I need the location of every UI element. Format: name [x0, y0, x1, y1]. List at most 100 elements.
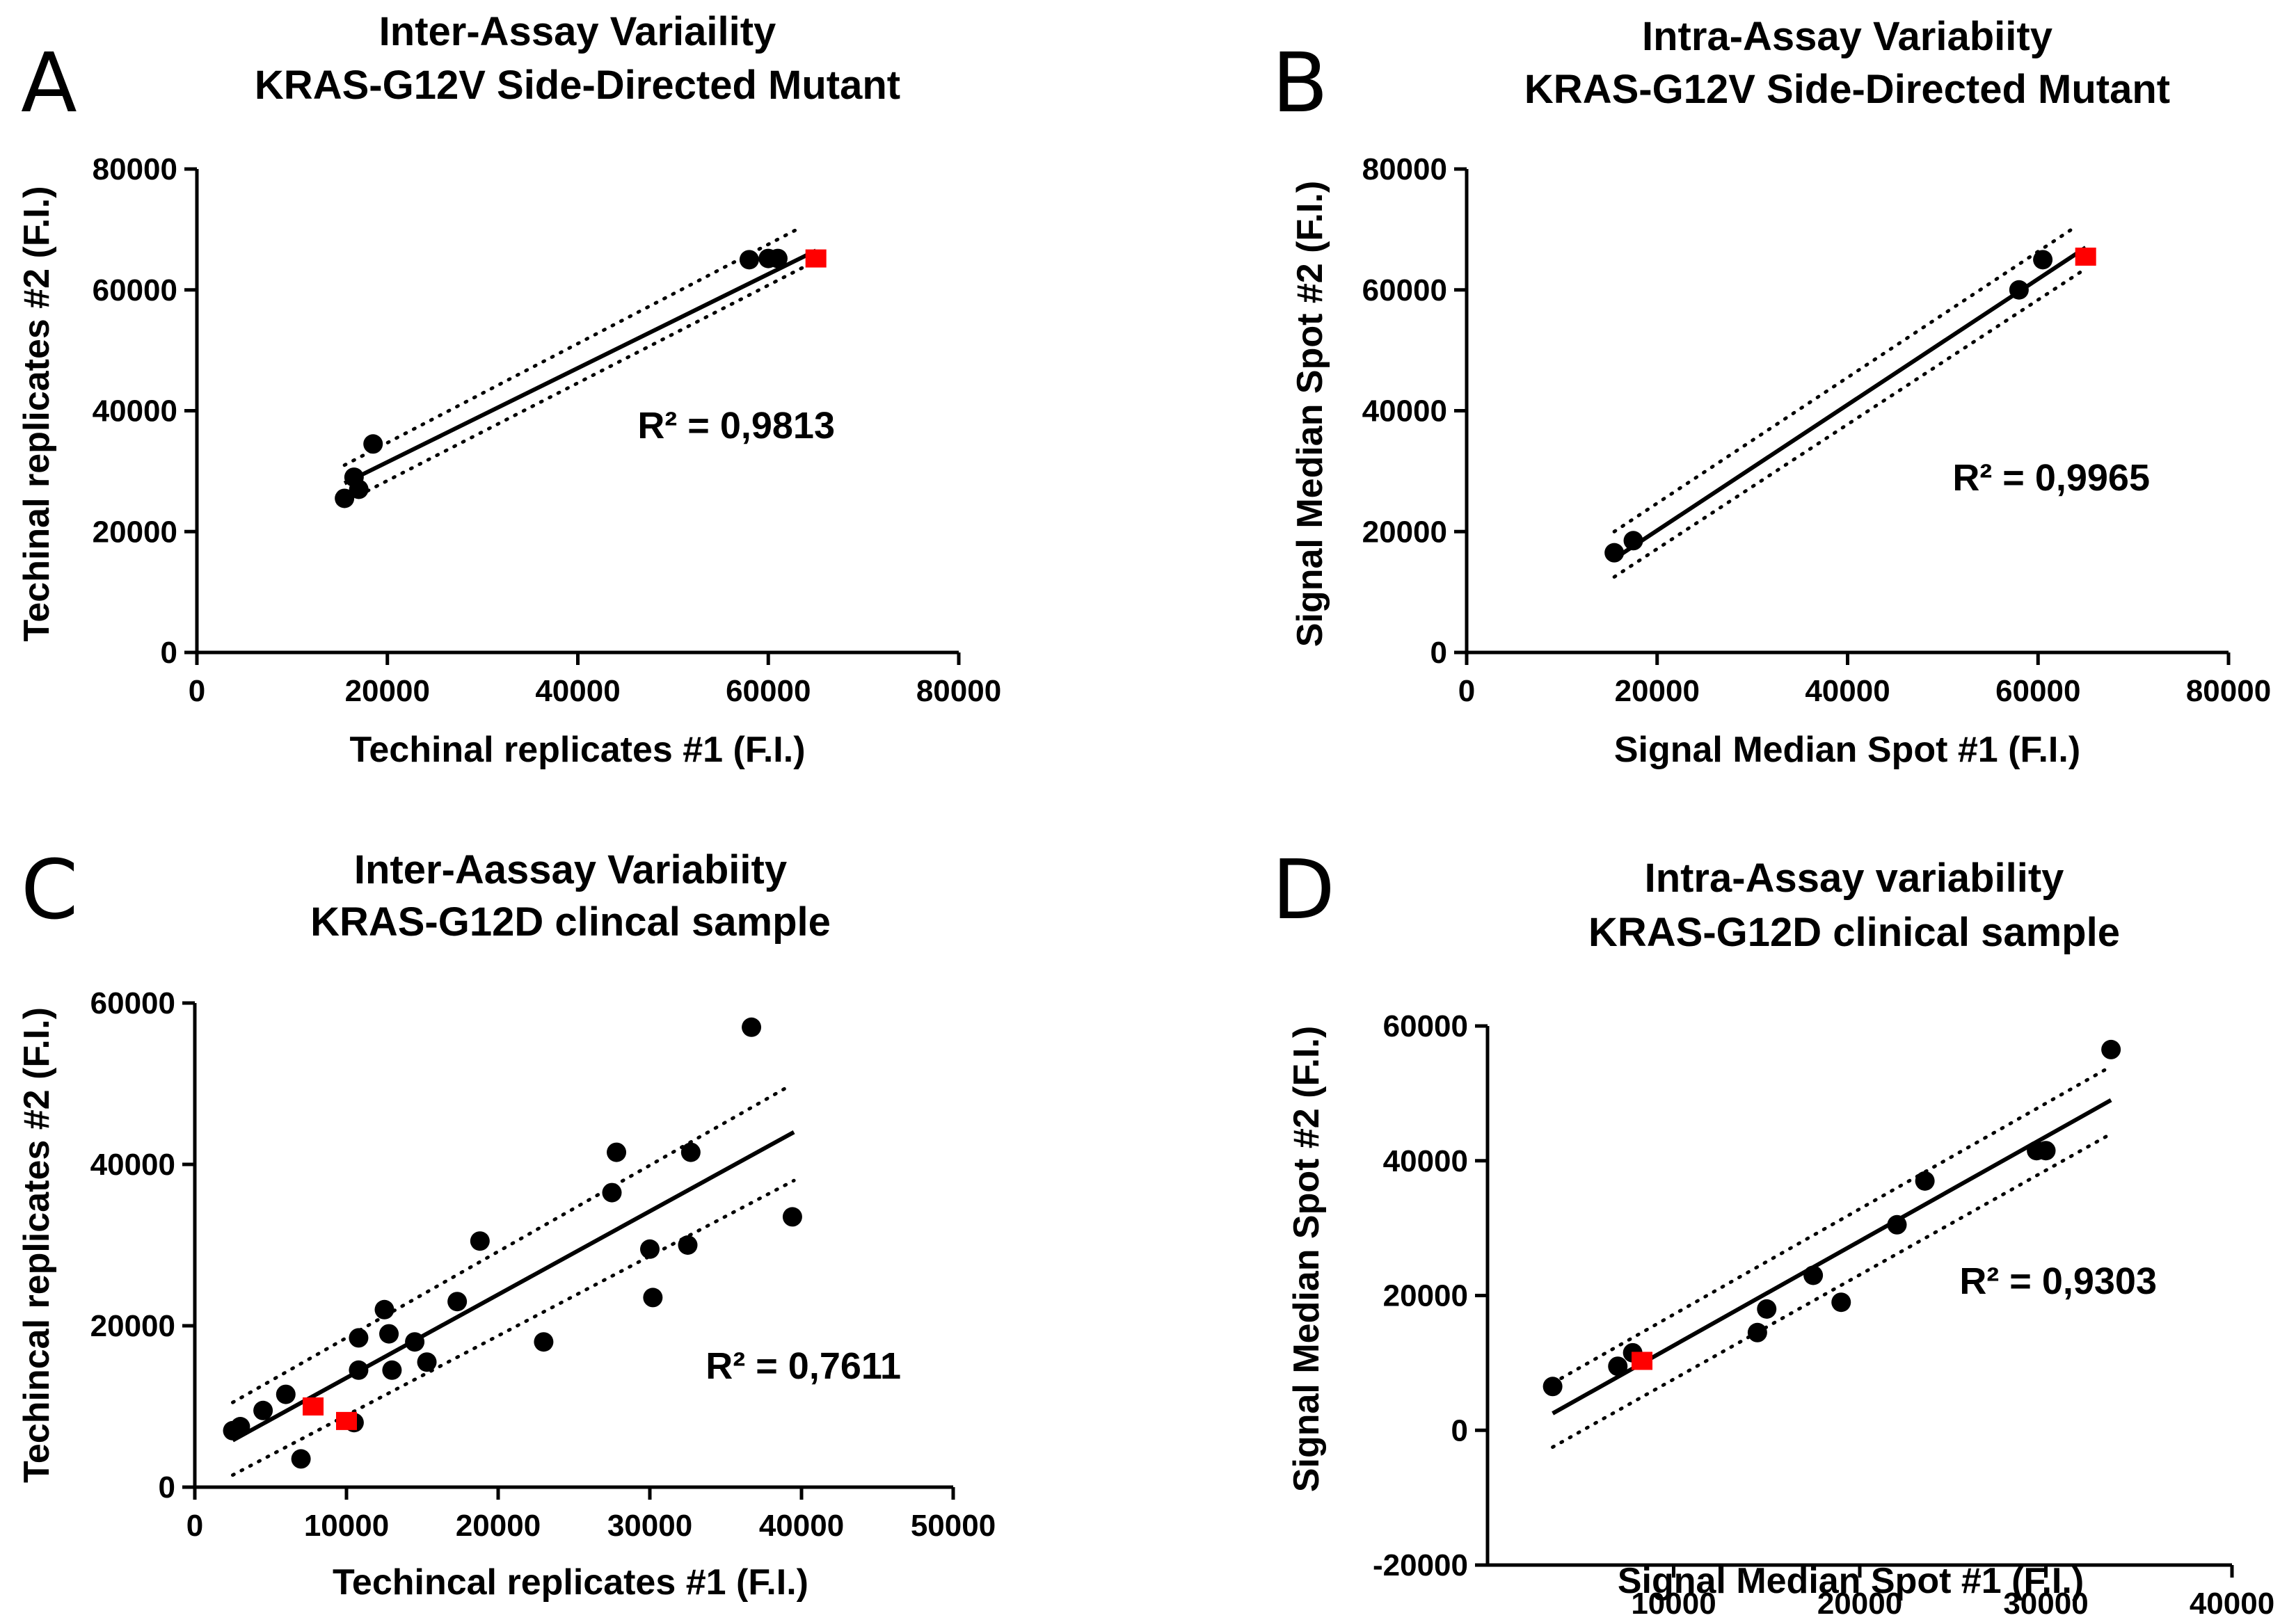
panel-d-title-line1: Intra-Assay variability — [1645, 856, 2064, 901]
panel-d-ci-lower-line — [1551, 1132, 2113, 1449]
panel-c-x-tick-label: 30000 — [607, 1509, 692, 1543]
panel-d-y-tick-label: 0 — [1451, 1413, 1468, 1447]
panel-d-data-point — [1803, 1265, 1824, 1285]
panel-b-title-line2: KRAS-G12V Side-Directed Mutant — [1524, 67, 2170, 112]
panel-b-letter: B — [1272, 35, 1328, 131]
panel-d: D Intra-Assay variability KRAS-G12D clin… — [1272, 842, 2274, 1620]
panel-d-data-point — [1542, 1377, 1563, 1397]
panel-d-y-tick-label: -20000 — [1373, 1548, 1468, 1582]
panel-b-x-tick-label: 40000 — [1805, 674, 1890, 708]
panel-a-plot: 0 20000 40000 60000 80000 0 20000 40000 60000 800… — [93, 152, 1002, 708]
panel-c-data-point — [602, 1182, 622, 1203]
panel-c-data-point — [349, 1360, 369, 1380]
panel-c-title-line2: KRAS-G12D clincal sample — [310, 899, 831, 945]
panel-a-y-tick-label: 20000 — [93, 515, 177, 549]
panel-c-x-tick-label: 20000 — [456, 1509, 541, 1543]
panel-c-r2-label: R² = 0,7611 — [705, 1345, 901, 1387]
panel-a-data-point — [363, 434, 383, 454]
panel-a: A Inter-Assay Variaility KRAS-G12V Side-… — [17, 9, 1001, 770]
panel-c-letter: C — [21, 842, 78, 938]
panel-c-x-tick-label: 40000 — [759, 1509, 844, 1543]
panel-a-y-tick-label: 40000 — [93, 394, 177, 428]
panel-d-x-tick-label: 40000 — [2190, 1587, 2274, 1620]
panel-b-y-tick-label: 80000 — [1362, 152, 1447, 186]
panel-a-y-tick-label: 0 — [161, 636, 177, 670]
panel-a-letter: A — [21, 35, 77, 131]
panel-c-data-point — [678, 1235, 698, 1255]
panel-c-data-point — [382, 1360, 402, 1380]
panel-a-x-axis-label: Techinal replicates #1 (F.I.) — [349, 730, 805, 770]
panel-b-plot: 0 20000 40000 60000 80000 0 20000 40000 60000 800… — [1362, 152, 2272, 708]
panel-a-data-point — [335, 488, 355, 508]
panel-d-data-point — [1887, 1214, 1907, 1235]
panel-c-data-point — [643, 1288, 663, 1308]
panel-c-highlight-point — [336, 1411, 357, 1430]
panel-c-y-tick-label: 60000 — [90, 986, 175, 1020]
panel-c-highlight-point — [303, 1397, 324, 1416]
panel-c-data-point — [782, 1207, 802, 1227]
panel-d-x-tick-label: 30000 — [2003, 1587, 2088, 1620]
panel-d-ci-upper-line — [1551, 1064, 2113, 1385]
panel-c-data-point — [417, 1352, 437, 1372]
panel-d-y-tick-label: 20000 — [1383, 1279, 1468, 1313]
panel-d-data-point — [2036, 1141, 2056, 1161]
panel-a-highlight-point — [805, 249, 827, 268]
panel-c-data-point — [253, 1400, 273, 1420]
panel-a-x-tick-label: 0 — [189, 674, 205, 708]
panel-c-data-point — [374, 1299, 394, 1320]
panel-b-x-tick-label: 20000 — [1615, 674, 1700, 708]
panel-b-x-tick-label: 80000 — [2186, 674, 2271, 708]
panel-d-data-point — [1915, 1171, 1935, 1191]
panel-c-data-point — [379, 1324, 399, 1344]
panel-c-y-tick-label: 20000 — [90, 1309, 175, 1343]
panel-d-y-tick-label: 60000 — [1383, 1009, 1468, 1043]
panel-a-x-tick-label: 40000 — [535, 674, 620, 708]
panel-c: C Inter-Aassay Variabiity KRAS-G12D clin… — [17, 842, 996, 1603]
panel-b-y-tick-label: 20000 — [1362, 515, 1447, 549]
panel-b-data-point — [1604, 543, 1625, 563]
panel-d-letter: D — [1272, 842, 1335, 938]
panel-d-data-point — [1757, 1299, 1777, 1319]
panel-a-title-line1: Inter-Assay Variaility — [379, 9, 776, 54]
panel-c-fit-line — [232, 1130, 795, 1443]
panel-c-ci-upper-line — [231, 1086, 788, 1404]
panel-c-data-point — [680, 1142, 701, 1162]
panel-c-data-point — [742, 1017, 762, 1037]
panel-b-y-tick-label: 60000 — [1362, 273, 1447, 307]
panel-a-title-line2: KRAS-G12V Side-Directed Mutant — [255, 63, 900, 108]
panel-d-y-axis-label: Signal Median Spot #2 (F.I.) — [1286, 1026, 1327, 1492]
panel-c-data-point — [276, 1384, 296, 1404]
panel-c-ci-lower-line — [231, 1178, 796, 1477]
panel-c-x-axis-label: Techincal replicates #1 (F.I.) — [333, 1562, 808, 1603]
panel-b: B Intra-Assay Variabiity KRAS-G12V Side-… — [1272, 14, 2271, 770]
panel-c-data-point — [470, 1231, 490, 1251]
panel-a-y-tick-label: 80000 — [93, 152, 177, 186]
panel-c-title-line1: Inter-Aassay Variabiity — [354, 847, 787, 892]
panel-a-y-tick-label: 60000 — [93, 273, 177, 307]
panel-a-data-point — [739, 250, 759, 270]
panel-b-y-axis-label: Signal Median Spot #2 (F.I.) — [1290, 181, 1330, 647]
panel-c-data-point — [405, 1332, 425, 1352]
panel-a-fit-line — [343, 248, 818, 486]
panel-c-y-tick-label: 0 — [159, 1470, 175, 1505]
panel-b-title-line1: Intra-Assay Variabiity — [1642, 14, 2052, 59]
panel-c-x-tick-label: 10000 — [304, 1509, 389, 1543]
panel-d-data-point — [1608, 1356, 1628, 1377]
panel-a-ci-upper-line — [342, 227, 799, 467]
panel-d-y-tick-label: 40000 — [1383, 1144, 1468, 1178]
panel-b-x-axis-label: Signal Median Spot #1 (F.I.) — [1614, 730, 2080, 770]
panel-d-data-point — [1831, 1292, 1851, 1313]
panel-d-x-axis-label: Signal Median Spot #1 (F.I.) — [1618, 1561, 2084, 1601]
panel-d-data-point — [2101, 1039, 2121, 1059]
panel-c-plot: 0 10000 20000 30000 40000 50000 0 20000 40000 600… — [90, 986, 996, 1543]
panel-d-data-point — [1747, 1322, 1767, 1342]
panel-a-x-tick-label: 80000 — [916, 674, 1001, 708]
panel-d-highlight-point — [1632, 1352, 1653, 1370]
panel-d-x-tick-label: 10000 — [1631, 1587, 1716, 1620]
panel-c-x-tick-label: 0 — [186, 1509, 203, 1543]
panel-c-data-point — [640, 1239, 660, 1259]
panel-c-data-point — [534, 1332, 554, 1352]
panel-a-data-point — [767, 248, 788, 268]
panel-b-data-point — [2009, 280, 2029, 300]
